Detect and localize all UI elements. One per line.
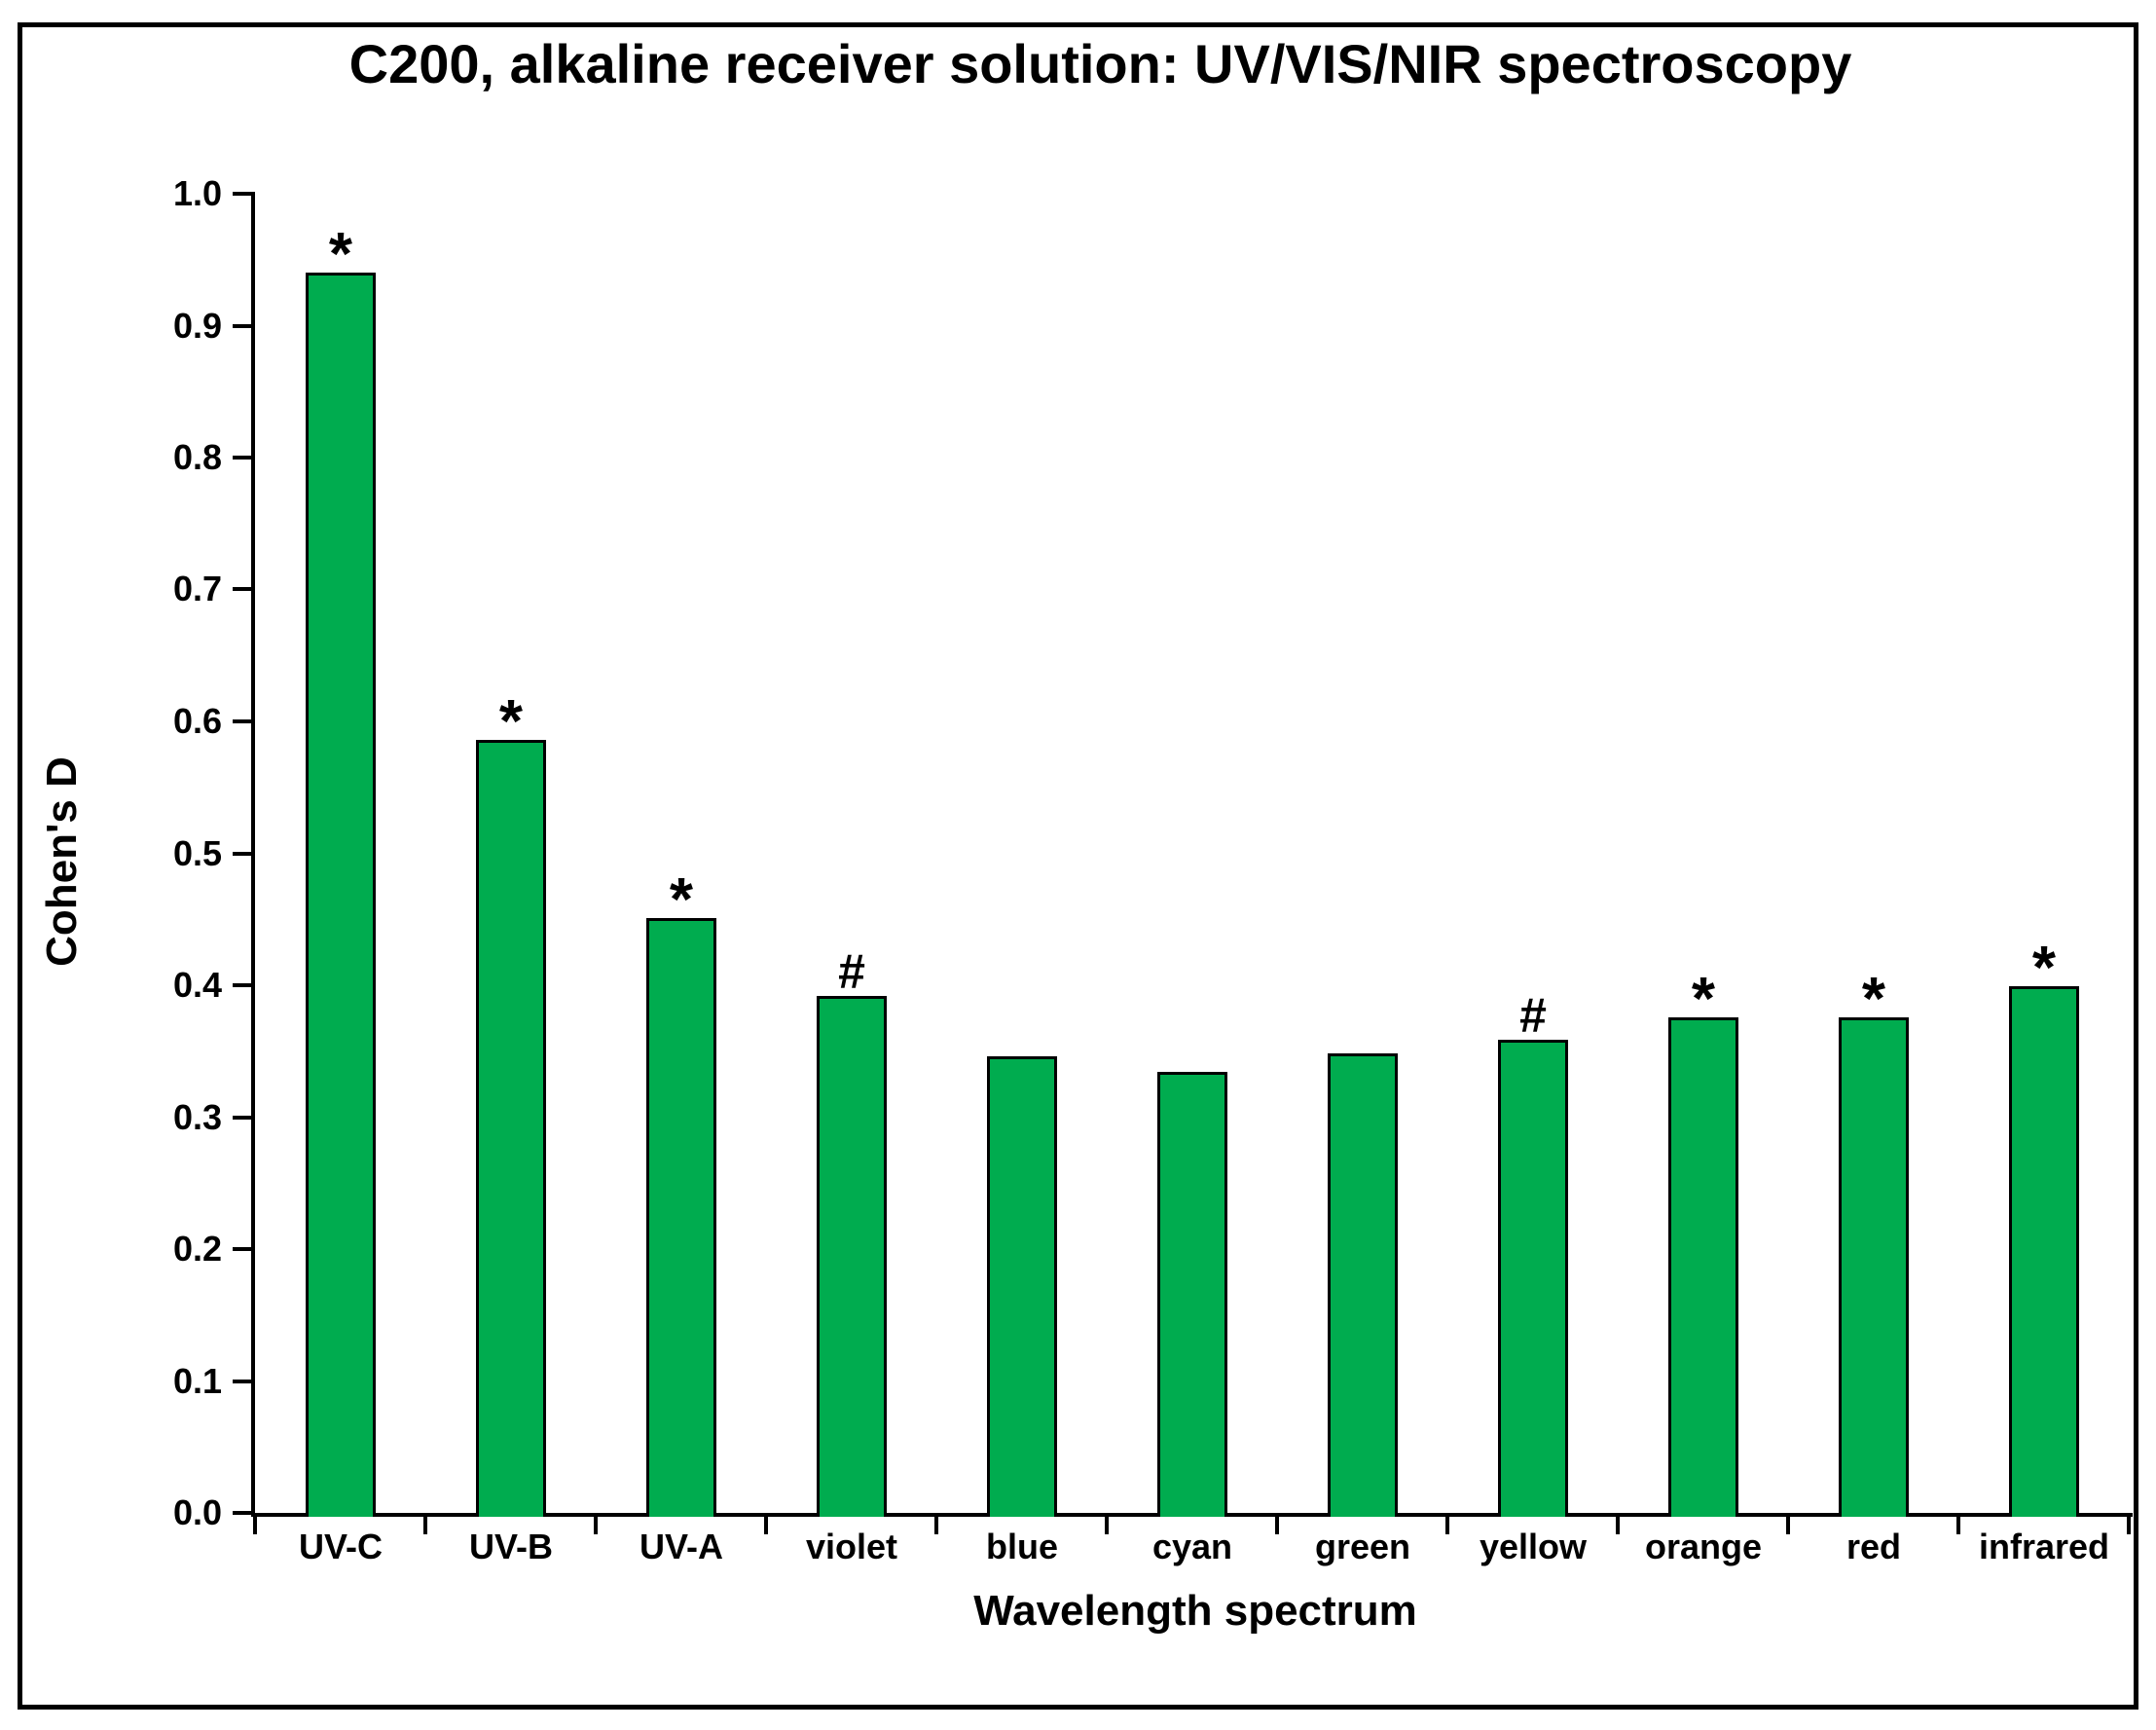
y-tick	[233, 192, 251, 196]
significance-marker: #	[838, 944, 865, 999]
y-tick-label: 0.3	[172, 1097, 222, 1137]
x-tick	[594, 1513, 598, 1534]
significance-marker: *	[1691, 966, 1716, 1033]
significance-marker: *	[328, 221, 353, 288]
bar-uv-c	[306, 273, 376, 1517]
y-tick	[233, 587, 251, 591]
x-tick	[764, 1513, 768, 1534]
bar-infrared	[2009, 986, 2079, 1517]
x-tick	[253, 1513, 257, 1534]
y-tick-label: 0.7	[172, 569, 222, 608]
bar-cyan	[1157, 1072, 1227, 1517]
y-tick	[233, 983, 251, 987]
bar-uv-a	[646, 918, 716, 1517]
x-tick	[423, 1513, 427, 1534]
y-tick	[233, 456, 251, 460]
y-tick-label: 0.1	[172, 1361, 222, 1401]
x-tick-label: violet	[805, 1527, 898, 1566]
x-tick	[1956, 1513, 1960, 1534]
bar-red	[1839, 1017, 1909, 1517]
chart-title: C200, alkaline receiver solution: UV/VIS…	[348, 33, 1852, 94]
y-axis-title: Cohen's D	[38, 756, 86, 967]
figure-border	[18, 22, 2138, 1710]
x-tick-label: infrared	[1978, 1527, 2110, 1566]
y-tick-label: 0.9	[172, 306, 222, 346]
x-tick-label: green	[1314, 1527, 1411, 1566]
x-tick-label: UV-A	[639, 1527, 723, 1566]
y-tick	[233, 324, 251, 328]
significance-marker: *	[1861, 966, 1886, 1033]
x-tick-label: blue	[985, 1527, 1058, 1566]
y-tick-label: 0.0	[172, 1492, 222, 1532]
significance-marker: *	[498, 688, 524, 755]
significance-marker: *	[669, 866, 694, 934]
y-tick	[233, 719, 251, 723]
y-tick-label: 1.0	[172, 173, 222, 213]
y-tick	[233, 1511, 251, 1515]
x-tick-label: cyan	[1151, 1527, 1233, 1566]
significance-marker: #	[1519, 988, 1547, 1043]
y-tick	[233, 1380, 251, 1383]
bar-uv-b	[476, 740, 546, 1517]
x-tick	[2127, 1513, 2131, 1534]
y-tick	[233, 1247, 251, 1251]
bar-violet	[817, 996, 887, 1517]
x-tick	[1445, 1513, 1449, 1534]
y-tick-label: 0.4	[172, 965, 222, 1005]
bar-blue	[987, 1056, 1057, 1517]
y-tick	[233, 1116, 251, 1120]
y-axis-line	[251, 192, 255, 1517]
x-tick-label: yellow	[1479, 1527, 1588, 1566]
x-tick	[1616, 1513, 1620, 1534]
y-tick	[233, 852, 251, 856]
bar-yellow	[1498, 1040, 1568, 1517]
x-tick	[1275, 1513, 1279, 1534]
y-tick-label: 0.8	[172, 437, 222, 477]
x-tick-label: UV-B	[468, 1527, 553, 1566]
y-tick-label: 0.5	[172, 833, 222, 873]
x-tick	[934, 1513, 938, 1534]
bar-green	[1328, 1053, 1398, 1517]
x-tick-label: orange	[1644, 1527, 1763, 1566]
bar-orange	[1668, 1017, 1738, 1517]
y-tick-label: 0.6	[172, 701, 222, 741]
x-axis-title: Wavelength spectrum	[973, 1587, 1417, 1635]
x-tick-label: UV-C	[298, 1527, 383, 1566]
x-tick	[1105, 1513, 1109, 1534]
significance-marker: *	[2031, 935, 2057, 1002]
x-tick-label: red	[1845, 1527, 1902, 1566]
y-tick-label: 0.2	[172, 1229, 222, 1269]
x-tick	[1786, 1513, 1790, 1534]
